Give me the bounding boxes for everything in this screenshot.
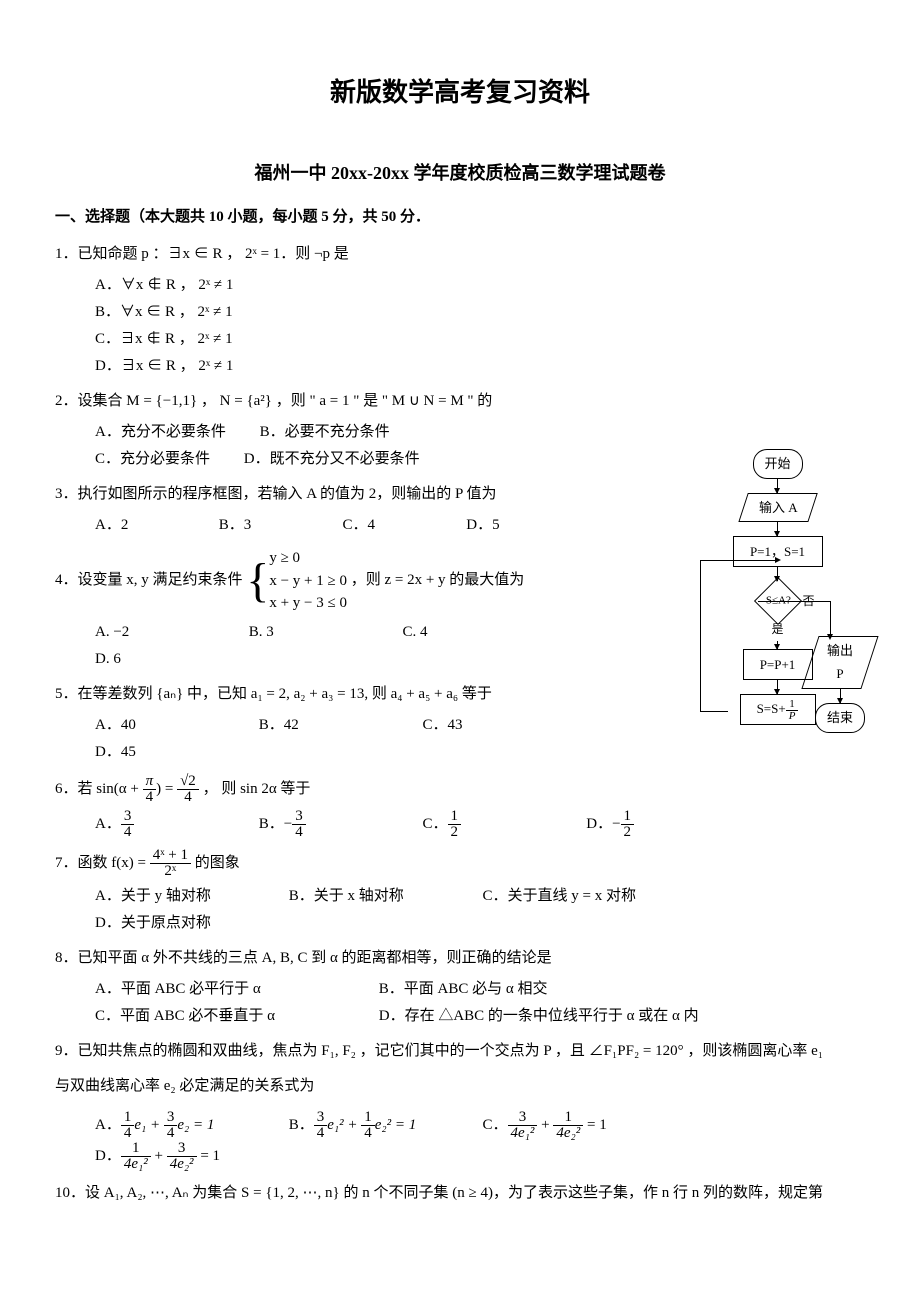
q6-four: 4 — [143, 790, 157, 805]
q9-text1: 9．已知共焦点的椭圆和双曲线，焦点为 F₁, F₂ ，记它们其中的一个交点为 P… — [55, 1038, 865, 1065]
section-header: 一、选择题（本大题共 10 小题，每小题 5 分，共 50 分． — [55, 204, 865, 231]
q3-opt-b: B．3 — [219, 512, 309, 539]
q6-opt-b: B．−34 — [259, 809, 419, 840]
question-2: 2．设集合 M = {−1,1} ， N = {a²} ，则 " a = 1 "… — [55, 388, 675, 473]
q5-opt-c: C．43 — [423, 712, 583, 739]
q2-opt-d: D．既不充分又不必要条件 — [244, 446, 420, 473]
q5-text: 5．在等差数列 {aₙ} 中，已知 a₁ = 2, a₂ + a₃ = 13, … — [55, 681, 675, 708]
question-8: 8．已知平面 α 外不共线的三点 A, B, C 到 α 的距离都相等，则正确的… — [55, 945, 865, 1030]
q6-pi: π — [143, 774, 157, 790]
fc-step1: P=P+1 — [743, 649, 813, 680]
q1-text: 1．已知命题 p ：∃x ∈ R ， 2ˣ = 1．则 ¬p 是 — [55, 241, 675, 268]
q2-opt-a: A．充分不必要条件 — [95, 419, 226, 446]
q7-num: 4ˣ + 1 — [150, 848, 191, 864]
q4-text: 4．设变量 x, y 满足约束条件 { y ≥ 0 x − y + 1 ≥ 0 … — [55, 547, 675, 615]
q5-opt-b: B．42 — [259, 712, 419, 739]
question-3: 3．执行如图所示的程序框图，若输入 A 的值为 2，则输出的 P 值为 A．2 … — [55, 481, 675, 539]
q8-opt-c: C．平面 ABC 必不垂直于 α — [95, 1003, 375, 1030]
question-6: 6．若 sin(α + π4) = √24 ， 则 sin 2α 等于 A．34… — [55, 774, 865, 840]
q4-cond1: y ≥ 0 — [269, 550, 300, 566]
fc-start: 开始 — [753, 449, 803, 478]
q6-sqrt2: √2 — [177, 774, 199, 790]
q6-tail: ， 则 sin 2α 等于 — [199, 781, 311, 797]
q2-text: 2．设集合 M = {−1,1} ， N = {a²} ，则 " a = 1 "… — [55, 388, 675, 415]
q7-opt-b: B．关于 x 轴对称 — [289, 883, 479, 910]
q7-opt-c: C．关于直线 y = x 对称 — [483, 883, 673, 910]
q4-intro: 4．设变量 x, y 满足约束条件 — [55, 572, 243, 588]
q1-opt-a: A．∀x ∉ R ， 2ˣ ≠ 1 — [95, 272, 395, 299]
q1-opt-b: B．∀x ∈ R ， 2ˣ ≠ 1 — [95, 299, 395, 326]
q9-opt-c: C．34e₁² + 14e₂² = 1 — [483, 1110, 673, 1141]
q3-text: 3．执行如图所示的程序框图，若输入 A 的值为 2，则输出的 P 值为 — [55, 481, 675, 508]
q5-opt-d: D．45 — [95, 739, 255, 766]
q4-cond2: x − y + 1 ≥ 0 — [269, 573, 347, 589]
q6-intro: 6．若 sin — [55, 781, 114, 797]
q4-cond3: x + y − 3 ≤ 0 — [269, 595, 347, 611]
question-5: 5．在等差数列 {aₙ} 中，已知 a₁ = 2, a₂ + a₃ = 13, … — [55, 681, 675, 766]
flowchart: 开始 输入 A P=1，S=1 S≤A? 否 是 P=P+1 S=S+1P 输出… — [690, 449, 865, 725]
q8-opt-a: A．平面 ABC 必平行于 α — [95, 976, 375, 1003]
q8-opt-b: B．平面 ABC 必与 α 相交 — [379, 981, 548, 997]
q7-tail: 的图象 — [191, 855, 240, 871]
q4-tail: ，则 z = 2x + y 的最大值为 — [351, 572, 525, 588]
q2-opt-b: B．必要不充分条件 — [260, 419, 390, 446]
q6-opt-c: C．12 — [423, 809, 583, 840]
fc-output: 输出 P — [801, 636, 878, 689]
q4-opt-c: C. 4 — [403, 619, 523, 646]
q7-text: 7．函数 f(x) = 4ˣ + 12ˣ 的图象 — [55, 848, 865, 879]
question-10: 10．设 A₁, A₂, ⋯, Aₙ 为集合 S = {1, 2, ⋯, n} … — [55, 1180, 865, 1207]
q9-text2: 与双曲线离心率 e₂ 必定满足的关系式为 — [55, 1073, 865, 1100]
q8-opt-d: D．存在 △ABC 的一条中位线平行于 α 或在 α 内 — [379, 1008, 699, 1024]
q4-opt-b: B. 3 — [249, 619, 369, 646]
q6-opt-a: A．34 — [95, 809, 255, 840]
q6-four2: 4 — [177, 790, 199, 805]
q6-text: 6．若 sin(α + π4) = √24 ， 则 sin 2α 等于 — [55, 774, 865, 805]
q7-opt-d: D．关于原点对称 — [95, 910, 285, 937]
main-title: 新版数学高考复习资料 — [55, 70, 865, 117]
q7-intro: 7．函数 f(x) = — [55, 855, 150, 871]
q6-opt-d: D．−12 — [586, 809, 746, 840]
question-4: 4．设变量 x, y 满足约束条件 { y ≥ 0 x − y + 1 ≥ 0 … — [55, 547, 675, 673]
fc-input: 输入 A — [738, 493, 818, 522]
fc-end: 结束 — [815, 703, 865, 732]
q9-opt-d: D．14e₁² + 34e₂² = 1 — [95, 1141, 285, 1172]
q4-opt-d: D. 6 — [95, 646, 215, 673]
q1-opt-c: C．∃x ∉ R ， 2ˣ ≠ 1 — [95, 326, 395, 353]
q7-opt-a: A．关于 y 轴对称 — [95, 883, 285, 910]
q6-arg: α + — [119, 781, 143, 797]
question-9: 9．已知共焦点的椭圆和双曲线，焦点为 F₁, F₂ ，记它们其中的一个交点为 P… — [55, 1038, 865, 1172]
q7-den: 2ˣ — [150, 864, 191, 879]
q3-opt-c: C．4 — [343, 512, 433, 539]
q9-opt-b: B．34e₁² + 14e₂² = 1 — [289, 1110, 479, 1141]
q3-opt-a: A．2 — [95, 512, 185, 539]
q5-opt-a: A．40 — [95, 712, 255, 739]
q1-opt-d: D．∃x ∈ R ， 2ˣ ≠ 1 — [95, 353, 395, 380]
q9-opt-a: A．14e₁ + 34e₂ = 1 — [95, 1110, 285, 1141]
q3-opt-d: D．5 — [466, 512, 556, 539]
question-7: 7．函数 f(x) = 4ˣ + 12ˣ 的图象 A．关于 y 轴对称 B．关于… — [55, 848, 865, 937]
q6-eq: = — [161, 781, 177, 797]
q2-opt-c: C．充分必要条件 — [95, 446, 210, 473]
q10-text: 10．设 A₁, A₂, ⋯, Aₙ 为集合 S = {1, 2, ⋯, n} … — [55, 1180, 865, 1207]
question-1: 1．已知命题 p ：∃x ∈ R ， 2ˣ = 1．则 ¬p 是 A．∀x ∉ … — [55, 241, 675, 380]
q8-text: 8．已知平面 α 外不共线的三点 A, B, C 到 α 的距离都相等，则正确的… — [55, 945, 865, 972]
q4-opt-a: A. −2 — [95, 619, 215, 646]
sub-title: 福州一中 20xx-20xx 学年度校质检高三数学理试题卷 — [55, 157, 865, 189]
